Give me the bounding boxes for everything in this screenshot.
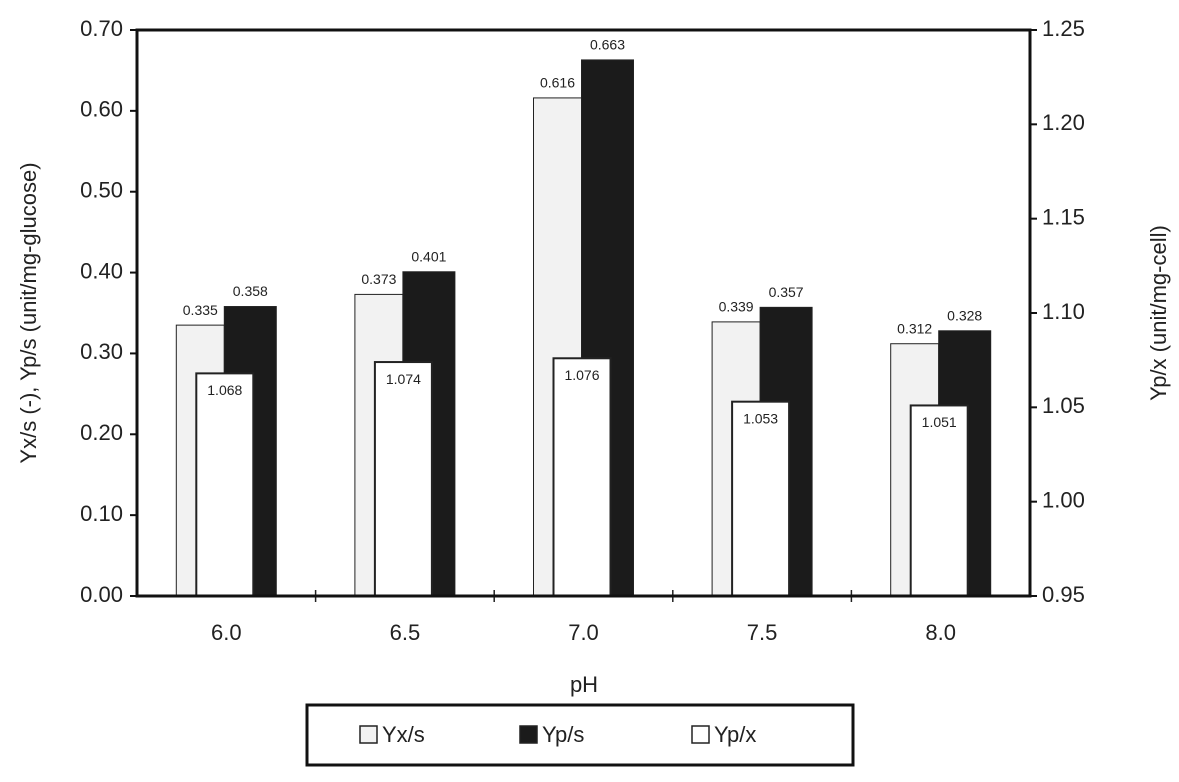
value-label: 0.335: [183, 302, 218, 318]
y2-axis-label: Yp/x (unit/mg-cell): [1146, 225, 1171, 401]
y2-tick-label: 1.25: [1042, 16, 1085, 41]
y2-tick-label: 1.20: [1042, 110, 1085, 135]
y-axis-label: Yx/s (-), Yp/s (unit/mg-glucose): [16, 162, 41, 463]
legend-swatch: [691, 725, 710, 744]
bar: [909, 404, 969, 597]
legend-swatch: [359, 725, 378, 744]
value-label: 0.616: [540, 75, 575, 91]
bar: [552, 357, 612, 597]
x-tick-label: 6.0: [211, 620, 242, 645]
y2-tick-label: 1.00: [1042, 487, 1085, 512]
y2-tick-label: 1.10: [1042, 299, 1085, 324]
legend-box: [305, 703, 855, 767]
value-label: 1.053: [743, 410, 778, 426]
value-label: 0.358: [233, 283, 268, 299]
y-tick-label: 0.00: [80, 582, 123, 607]
y-tick-label: 0.30: [80, 339, 123, 364]
value-label: 0.328: [947, 307, 982, 323]
x-tick-label: 8.0: [925, 620, 956, 645]
value-label: 0.312: [897, 320, 932, 336]
y2-tick-label: 1.15: [1042, 204, 1085, 229]
legend-label: Yp/x: [714, 722, 756, 747]
value-label: 0.357: [769, 284, 804, 300]
bar: [195, 372, 255, 597]
bar: [373, 361, 433, 598]
y-tick-label: 0.60: [80, 97, 123, 122]
y-tick-label: 0.20: [80, 420, 123, 445]
y-tick-label: 0.40: [80, 258, 123, 283]
value-label: 0.373: [361, 271, 396, 287]
y-tick-label: 0.70: [80, 16, 123, 41]
value-label: 1.076: [564, 367, 599, 383]
y-tick-label: 0.10: [80, 501, 123, 526]
value-label: 0.663: [590, 37, 625, 53]
y2-tick-label: 1.05: [1042, 393, 1085, 418]
y2-tick-label: 0.95: [1042, 582, 1085, 607]
x-tick-label: 6.5: [390, 620, 421, 645]
value-label: 0.339: [719, 299, 754, 315]
value-label: 0.401: [411, 248, 446, 264]
legend-label: Yp/s: [542, 722, 584, 747]
value-label: 1.051: [922, 414, 957, 430]
x-tick-label: 7.5: [747, 620, 778, 645]
value-label: 1.074: [386, 371, 421, 387]
legend-label: Yx/s: [382, 722, 425, 747]
legend-swatch: [519, 725, 538, 744]
value-label: 1.068: [207, 382, 242, 398]
x-axis-label: pH: [570, 672, 598, 697]
x-tick-label: 7.0: [568, 620, 599, 645]
y-tick-label: 0.50: [80, 178, 123, 203]
bar: [731, 400, 791, 597]
